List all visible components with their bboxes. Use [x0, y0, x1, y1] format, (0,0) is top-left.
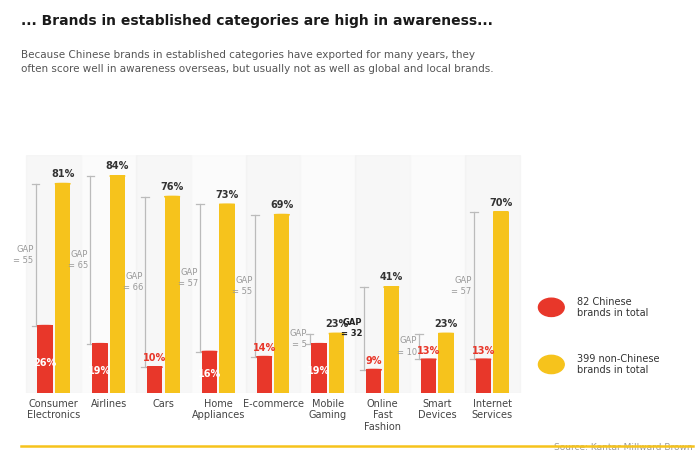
Bar — [274, 215, 289, 393]
Circle shape — [476, 359, 491, 360]
Text: 82 Chinese
brands in total: 82 Chinese brands in total — [577, 297, 648, 318]
Text: 76%: 76% — [160, 182, 184, 192]
Text: 70%: 70% — [489, 197, 512, 207]
Text: GAP
= 5: GAP = 5 — [290, 329, 307, 349]
Text: GAP
= 65: GAP = 65 — [68, 250, 88, 270]
Text: GAP
= 55: GAP = 55 — [232, 276, 253, 296]
Bar — [164, 197, 180, 393]
Circle shape — [37, 325, 52, 326]
Bar — [465, 155, 519, 393]
Circle shape — [202, 351, 217, 352]
Text: 41%: 41% — [379, 272, 403, 282]
Text: GAP
= 57: GAP = 57 — [452, 276, 472, 296]
Text: 19%: 19% — [88, 366, 111, 376]
Circle shape — [366, 369, 382, 370]
Bar — [476, 360, 491, 393]
Circle shape — [55, 183, 70, 184]
Text: 81%: 81% — [51, 169, 74, 179]
Bar — [37, 326, 52, 393]
Bar — [202, 352, 217, 393]
Bar — [55, 184, 70, 393]
Circle shape — [438, 333, 454, 334]
Text: 13%: 13% — [472, 345, 495, 356]
Bar — [92, 344, 108, 393]
Bar — [366, 370, 382, 393]
Text: 13%: 13% — [417, 345, 440, 356]
Bar — [355, 155, 410, 393]
Circle shape — [494, 212, 509, 213]
Text: GAP
= 57: GAP = 57 — [178, 268, 198, 288]
Text: ... Brands in established categories are high in awareness...: ... Brands in established categories are… — [21, 14, 493, 28]
Circle shape — [329, 333, 344, 334]
Text: 10%: 10% — [143, 353, 167, 363]
Text: Because Chinese brands in established categories have exported for many years, t: Because Chinese brands in established ca… — [21, 50, 493, 74]
Text: 23%: 23% — [435, 319, 458, 329]
Bar — [257, 357, 272, 393]
Text: 399 non-Chinese
brands in total: 399 non-Chinese brands in total — [577, 354, 659, 375]
Text: 23%: 23% — [325, 319, 348, 329]
Text: GAP
= 66: GAP = 66 — [122, 272, 143, 292]
Circle shape — [274, 214, 289, 215]
Text: GAP
= 32: GAP = 32 — [341, 319, 362, 339]
Circle shape — [110, 175, 125, 176]
Bar — [27, 155, 81, 393]
Text: 84%: 84% — [106, 161, 129, 171]
Bar — [110, 176, 125, 393]
Circle shape — [538, 356, 564, 374]
Text: Source: Kantar Millward Brown: Source: Kantar Millward Brown — [554, 442, 693, 452]
Bar — [312, 344, 327, 393]
Text: 9%: 9% — [365, 356, 382, 366]
Bar — [81, 155, 136, 393]
Bar — [421, 360, 436, 393]
Text: 26%: 26% — [34, 358, 57, 368]
Text: 69%: 69% — [270, 200, 293, 210]
Bar — [494, 212, 509, 393]
Text: 14%: 14% — [253, 343, 276, 353]
Bar — [136, 155, 191, 393]
Bar — [300, 155, 355, 393]
Bar — [384, 287, 399, 393]
Text: GAP
= 55: GAP = 55 — [13, 245, 34, 265]
Bar — [219, 204, 234, 393]
Bar — [410, 155, 465, 393]
Bar — [191, 155, 246, 393]
Bar — [147, 367, 162, 393]
Text: 19%: 19% — [307, 366, 330, 376]
Circle shape — [538, 298, 564, 316]
Circle shape — [219, 204, 234, 205]
Text: 16%: 16% — [198, 369, 221, 379]
Text: GAP
= 10: GAP = 10 — [397, 336, 417, 356]
Bar — [329, 334, 344, 393]
Text: 73%: 73% — [216, 190, 239, 200]
Bar — [438, 334, 454, 393]
Circle shape — [421, 359, 436, 360]
Circle shape — [257, 356, 272, 357]
Bar — [246, 155, 300, 393]
